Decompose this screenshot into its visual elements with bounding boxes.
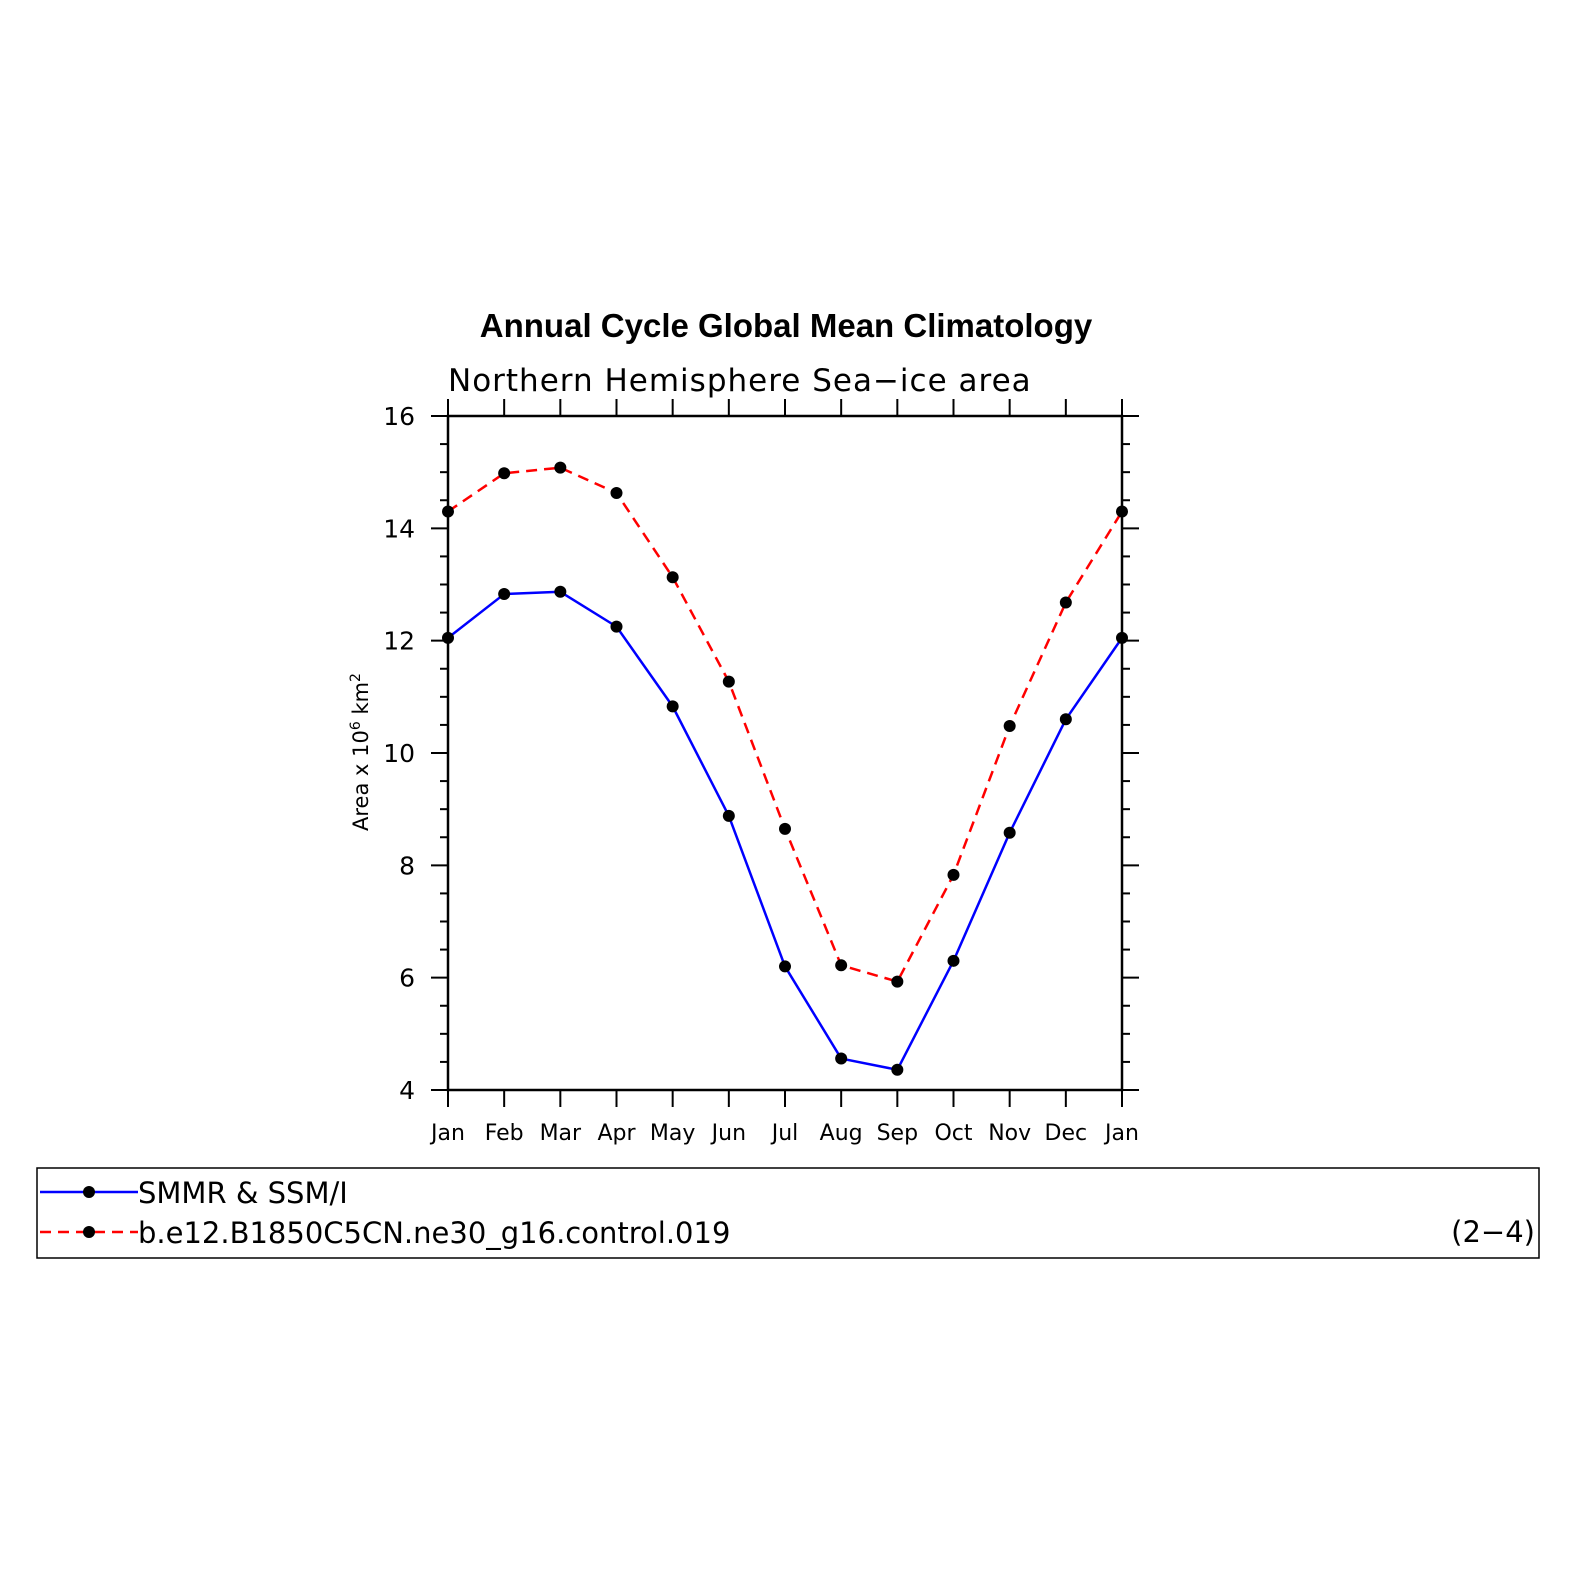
series-line bbox=[447, 466, 1124, 983]
x-tick-label: Mar bbox=[540, 1121, 582, 1146]
data-point bbox=[835, 1052, 848, 1065]
y-tick-label: 8 bbox=[399, 851, 415, 880]
series-2 bbox=[442, 461, 1128, 988]
data-point bbox=[722, 809, 735, 822]
data-point bbox=[1116, 631, 1128, 644]
x-tick-label: Jul bbox=[770, 1121, 799, 1146]
y-axis-label-text: Area x 10 bbox=[349, 730, 373, 831]
data-point bbox=[1003, 826, 1016, 839]
data-point bbox=[835, 959, 848, 972]
legend-entry-1: SMMR & SSM/I bbox=[40, 1176, 348, 1210]
data-point bbox=[891, 975, 904, 988]
legend: SMMR & SSM/I b.e12.B1850C5CN.ne30_g16.con… bbox=[36, 1167, 1540, 1259]
data-point bbox=[610, 620, 623, 633]
data-point bbox=[722, 675, 735, 688]
x-tick-label: Feb bbox=[485, 1121, 524, 1146]
y-tick-label: 6 bbox=[399, 964, 415, 993]
x-tick-label: Apr bbox=[597, 1121, 636, 1146]
legend-entry-2: b.e12.B1850C5CN.ne30_g16.control.019 bbox=[40, 1216, 730, 1250]
legend-marker bbox=[83, 1186, 95, 1198]
data-point bbox=[779, 960, 791, 973]
y-tick-label: 10 bbox=[383, 739, 415, 768]
data-point bbox=[554, 461, 567, 474]
series-1 bbox=[442, 585, 1128, 1076]
x-tick-label: Jan bbox=[429, 1121, 465, 1146]
x-tick-label: Nov bbox=[988, 1121, 1031, 1146]
data-point bbox=[1003, 720, 1016, 733]
y-tick-label: 14 bbox=[383, 514, 415, 543]
legend-box bbox=[36, 1167, 1540, 1259]
data-point bbox=[442, 505, 454, 518]
y-axis-label-exponent-1: 6 bbox=[348, 721, 364, 730]
x-tick-label: Dec bbox=[1045, 1121, 1088, 1146]
plot-frame bbox=[446, 414, 1124, 1092]
x-tick-label: Jan bbox=[1103, 1121, 1139, 1146]
legend-marker bbox=[83, 1226, 95, 1238]
data-point bbox=[442, 631, 454, 644]
data-point bbox=[1059, 713, 1072, 726]
data-point bbox=[498, 467, 511, 480]
data-point bbox=[947, 868, 960, 881]
data-point bbox=[779, 822, 791, 835]
legend-entries: SMMR & SSM/I b.e12.B1850C5CN.ne30_g16.con… bbox=[40, 1176, 730, 1250]
data-point bbox=[666, 700, 679, 713]
x-tick-label: Aug bbox=[820, 1121, 863, 1146]
plot-axes bbox=[446, 414, 1124, 1092]
y-tick-label: 4 bbox=[399, 1076, 415, 1105]
x-tick-label: Jun bbox=[710, 1121, 746, 1146]
data-point bbox=[610, 486, 623, 499]
chart-subtitle: Northern Hemisphere Sea−ice area bbox=[448, 363, 1032, 399]
y-axis-label: Area x 106 km2 bbox=[348, 673, 373, 831]
legend-label: SMMR & SSM/I bbox=[138, 1176, 348, 1210]
x-tick-label: Sep bbox=[877, 1121, 918, 1146]
y-axis-label-unit: km bbox=[349, 682, 373, 721]
panel-label: (2−4) bbox=[1451, 1215, 1535, 1249]
data-point bbox=[666, 571, 679, 584]
chart-title: Annual Cycle Global Mean Climatology bbox=[480, 307, 1093, 344]
y-tick-label: 12 bbox=[383, 627, 415, 656]
axis-ticks: 4 6 8 10 12 14 16 Jan Feb Mar Apr May Jun Jul Aug Sep Oc… bbox=[383, 399, 1139, 1146]
y-axis-label-exponent-2: 2 bbox=[348, 673, 364, 682]
data-point bbox=[554, 585, 567, 598]
legend-label: b.e12.B1850C5CN.ne30_g16.control.019 bbox=[138, 1216, 730, 1250]
y-tick-label: 16 bbox=[383, 402, 415, 431]
x-tick-label: May bbox=[650, 1121, 695, 1146]
data-point bbox=[947, 954, 960, 967]
data-point bbox=[498, 588, 511, 601]
data-point bbox=[1059, 596, 1072, 609]
series-layer bbox=[442, 461, 1128, 1076]
x-tick-label: Oct bbox=[934, 1121, 972, 1146]
data-point bbox=[891, 1063, 904, 1076]
data-point bbox=[1116, 505, 1128, 518]
